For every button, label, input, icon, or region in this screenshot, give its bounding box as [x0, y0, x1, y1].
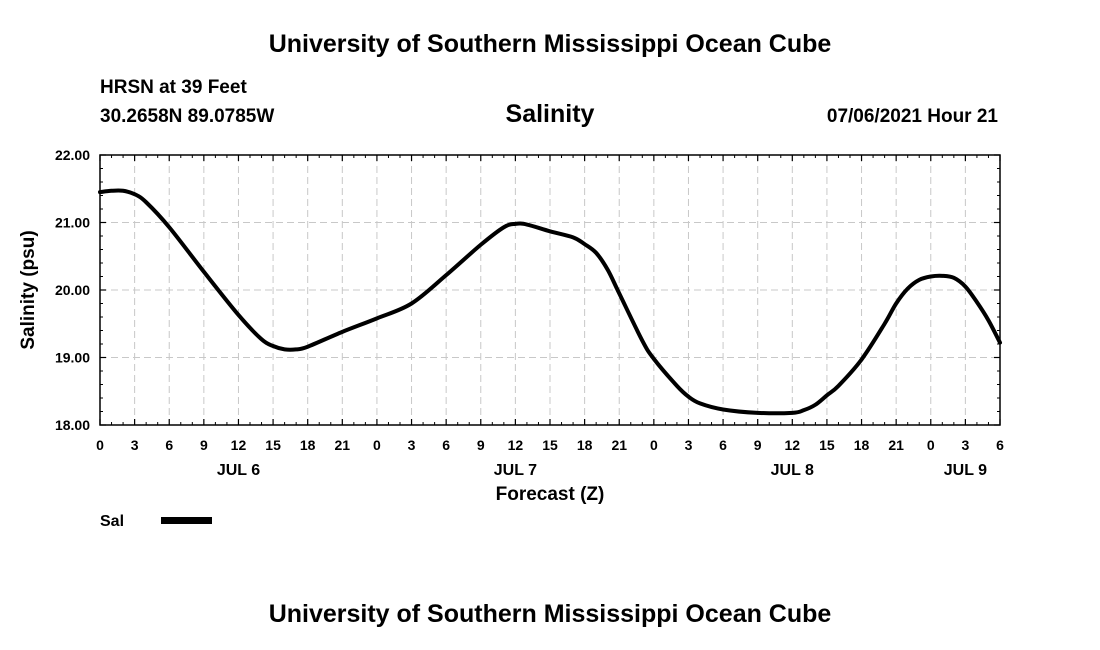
- legend-swatch: [161, 517, 212, 524]
- x-tick-label: 3: [408, 437, 416, 453]
- x-tick-label: 6: [719, 437, 727, 453]
- x-tick-label: 3: [131, 437, 139, 453]
- y-tick-label: 22.00: [55, 147, 90, 163]
- station-coordinates: 30.2658N 89.0785W: [100, 106, 275, 127]
- footer-title: University of Southern Mississippi Ocean…: [268, 600, 832, 628]
- x-tick-label: 9: [200, 437, 208, 453]
- x-tick-label: 12: [785, 437, 801, 453]
- y-tick-label: 20.00: [55, 282, 90, 298]
- x-tick-label: 15: [819, 437, 835, 453]
- station-label: HRSN at 39 Feet: [100, 77, 247, 98]
- salinity-series-line: [98, 188, 1002, 416]
- x-tick-label: 15: [265, 437, 281, 453]
- x-tick-label: 0: [96, 437, 104, 453]
- date-label: JUL 7: [494, 462, 537, 479]
- x-tick-label: 9: [477, 437, 485, 453]
- y-axis-label: Salinity (psu): [18, 230, 39, 349]
- x-tick-label: 3: [961, 437, 969, 453]
- x-tick-label: 0: [650, 437, 658, 453]
- x-tick-label: 18: [300, 437, 316, 453]
- x-tick-label: 21: [335, 437, 351, 453]
- forecast-datetime: 07/06/2021 Hour 21: [826, 106, 998, 127]
- x-tick-label: 9: [754, 437, 762, 453]
- x-tick-label: 21: [611, 437, 627, 453]
- y-tick-label: 19.00: [55, 350, 90, 366]
- x-tick-label: 3: [685, 437, 693, 453]
- x-tick-label: 18: [854, 437, 870, 453]
- x-tick-label: 0: [373, 437, 381, 453]
- y-tick-label: 18.00: [55, 417, 90, 433]
- date-label: JUL 9: [944, 462, 987, 479]
- x-tick-label: 18: [577, 437, 593, 453]
- x-tick-label: 6: [165, 437, 173, 453]
- y-tick-label: 21.00: [55, 215, 90, 231]
- chart-title: Salinity: [505, 100, 595, 128]
- date-label: JUL 8: [771, 462, 814, 479]
- x-tick-label: 21: [888, 437, 904, 453]
- x-tick-label: 6: [442, 437, 450, 453]
- x-tick-label: 6: [996, 437, 1004, 453]
- x-tick-label: 0: [927, 437, 935, 453]
- date-label: JUL 6: [217, 462, 260, 479]
- x-tick-label: 15: [542, 437, 558, 453]
- legend-label: Sal: [100, 513, 124, 530]
- x-axis-label: Forecast (Z): [496, 484, 605, 505]
- page-title: University of Southern Mississippi Ocean…: [268, 30, 832, 58]
- x-tick-label: 12: [508, 437, 524, 453]
- x-tick-label: 12: [231, 437, 247, 453]
